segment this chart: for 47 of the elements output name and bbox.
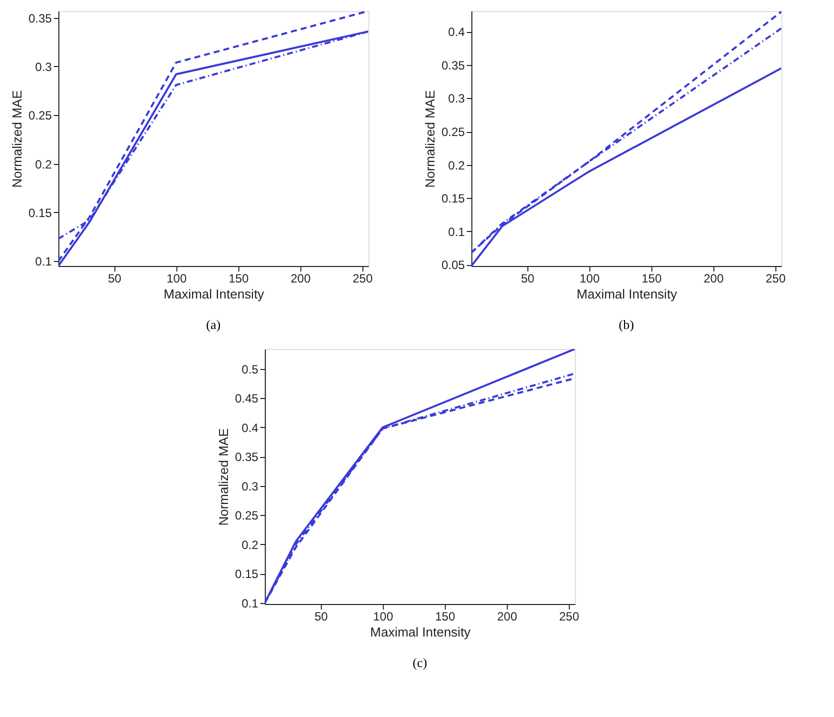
y-tick-label: 0.4 — [448, 25, 466, 40]
x-tick-label: 200 — [497, 610, 518, 624]
y-tick-label: 0.25 — [28, 108, 52, 123]
x-tick-label: 200 — [704, 272, 724, 286]
x-tick-label: 100 — [373, 610, 394, 624]
y-tick-label: 0.15 — [441, 192, 466, 206]
y-tick-label: 0.2 — [448, 158, 466, 172]
y-tick-label: 0.3 — [448, 92, 466, 106]
y-tick-label: 0.3 — [35, 60, 52, 74]
x-axis-title: Maximal Intensity — [164, 286, 265, 302]
y-tick-label: 0.35 — [441, 58, 466, 72]
y-tick-label: 0.15 — [28, 206, 52, 220]
y-tick-label: 0.1 — [242, 596, 259, 610]
y-tick-label: 0.35 — [234, 450, 259, 464]
y-tick-label: 0.4 — [242, 420, 259, 435]
y-tick-label: 0.25 — [234, 508, 259, 523]
x-axis-title: Maximal Intensity — [576, 286, 678, 302]
x-tick-label: 150 — [642, 272, 662, 286]
y-tick-label: 0.25 — [441, 125, 466, 140]
y-tick-label: 0.15 — [234, 567, 259, 582]
x-tick-label: 50 — [520, 272, 535, 286]
y-axis-title: Normalized MAE — [9, 90, 24, 188]
y-tick-label: 0.05 — [441, 258, 466, 272]
y-tick-label: 0.45 — [234, 392, 259, 406]
y-tick-label: 0.2 — [35, 157, 52, 172]
y-tick-label: 0.1 — [35, 254, 52, 269]
x-tick-label: 100 — [166, 272, 187, 286]
x-tick-label: 250 — [559, 610, 580, 624]
text: (c) — [412, 655, 428, 670]
y-tick-label: 0.1 — [448, 224, 466, 239]
x-tick-label: 250 — [352, 272, 373, 286]
x-tick-label: 50 — [314, 610, 328, 624]
y-tick-label: 0.3 — [242, 479, 259, 494]
text: (a) — [206, 317, 221, 332]
x-tick-label: 150 — [435, 610, 456, 624]
x-tick-label: 150 — [228, 272, 249, 286]
x-tick-label: 200 — [290, 272, 311, 286]
y-tick-label: 0.35 — [28, 11, 52, 26]
y-axis-title: Normalized MAE — [216, 428, 231, 526]
y-tick-label: 0.5 — [242, 362, 259, 376]
y-tick-label: 0.2 — [242, 538, 259, 552]
x-axis-title: Maximal Intensity — [370, 624, 472, 640]
x-tick-label: 250 — [766, 272, 786, 286]
text: (b) — [618, 317, 634, 332]
y-axis-title: Normalized MAE — [422, 90, 438, 188]
x-tick-label: 100 — [580, 272, 600, 286]
x-tick-label: 50 — [108, 272, 122, 286]
